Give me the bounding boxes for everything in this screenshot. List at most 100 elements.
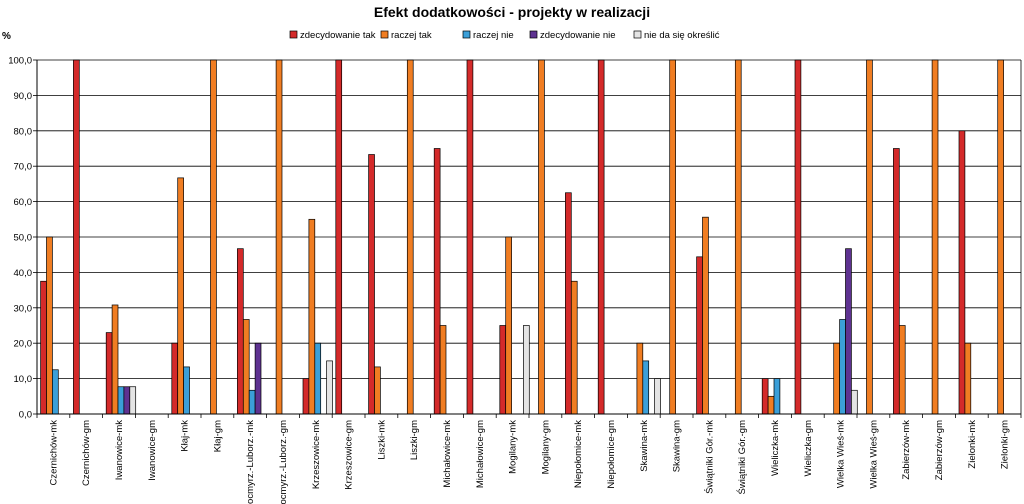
bar (210, 59, 217, 415)
bar (433, 148, 441, 415)
x-tick-label: Wieliczka-mk (770, 420, 781, 476)
bar (406, 59, 414, 415)
x-tick-label: Liszki-gm (409, 420, 420, 460)
x-tick-label: Świątniki Gór.-mk (703, 420, 715, 494)
y-tick-label: 80,0 (14, 126, 33, 137)
bar (248, 389, 256, 415)
bar (439, 325, 447, 415)
x-tick-label: Zielonki-gm (1000, 420, 1011, 469)
bar (538, 59, 545, 415)
y-tick-label: 0,0 (19, 410, 32, 421)
x-tick-label: Krzeszowice-mk (311, 420, 322, 489)
bar (183, 366, 190, 415)
bar (254, 342, 262, 415)
bar (761, 378, 769, 415)
bar (893, 148, 900, 415)
legend-swatch (633, 30, 642, 39)
x-tick-label: Zabierzów-gm (934, 420, 945, 480)
bar (105, 332, 113, 415)
legend-label: raczej tak (391, 30, 432, 41)
legend-label: zdecydowanie tak (300, 30, 376, 41)
bar (734, 59, 742, 415)
x-tick-label: Wielka Wieś-gm (868, 420, 879, 489)
x-tick-label: Świątniki Gór.-gm (736, 420, 748, 495)
y-tick-label: 20,0 (14, 339, 33, 350)
x-tick-label: Skawina-gm (672, 420, 683, 472)
bar (570, 280, 578, 415)
bar (177, 177, 184, 415)
x-tick-label: Michałowice-gm (475, 420, 486, 488)
bar (565, 192, 572, 415)
bar (851, 389, 858, 415)
legend-label: nie da się określić (644, 30, 720, 41)
x-tick-label: Michałowice-mk (442, 420, 453, 488)
y-tick-label: 30,0 (14, 303, 33, 314)
legend-swatch (529, 30, 538, 39)
bar (839, 319, 846, 415)
bar (866, 59, 873, 415)
legend-swatch (462, 30, 471, 39)
bar (123, 386, 131, 415)
legend: zdecydowanie tak raczej tak raczej nie zdec… (289, 30, 720, 41)
y-tick-label: 70,0 (14, 162, 33, 173)
bars (40, 59, 1004, 415)
bar (696, 256, 703, 415)
bar (308, 218, 316, 415)
x-tick-label: Czernichów-mk (48, 420, 59, 486)
bar (958, 130, 966, 415)
axes: 0,0 10,0 20,0 30,0 40,0 50,0 60,0 70,0 80,0 90,0 1… (8, 56, 1022, 504)
bar (931, 59, 939, 415)
y-tick-label: 90,0 (14, 91, 33, 102)
x-tick-label: Kłaj-mk (180, 420, 191, 452)
x-tick-label: Mogilany-gm (540, 420, 551, 474)
bar (374, 366, 381, 415)
x-tick-label: Wieliczka-gm (803, 420, 814, 477)
bar (794, 59, 802, 415)
bar (117, 386, 125, 415)
x-tick-label: Krzeszowice-gm (344, 420, 355, 490)
bar (845, 248, 852, 415)
bar (669, 59, 676, 415)
bar (597, 59, 605, 415)
bar (129, 386, 137, 415)
x-tick-label: Niepołomice-gm (606, 420, 617, 489)
y-tick-label: 40,0 (14, 268, 33, 279)
bar (237, 248, 244, 415)
x-tick-label: Czernichów-gm (81, 420, 92, 486)
bar (326, 360, 333, 415)
x-tick-label: Skawina-mk (639, 420, 650, 472)
bar (833, 342, 840, 415)
bar (302, 378, 310, 415)
bar (368, 154, 375, 415)
bar (702, 216, 709, 415)
bar (335, 59, 343, 415)
bar (46, 236, 53, 415)
bar (111, 304, 119, 415)
y-axis-label: % (2, 31, 11, 42)
bar (964, 342, 972, 415)
legend-label: zdecydowanie nie (540, 30, 616, 41)
x-tick-label: Liszki-mk (376, 420, 387, 460)
bar (636, 342, 644, 415)
x-tick-label: Mogilany-mk (508, 420, 519, 474)
x-tick-label: Niepołomice-mk (573, 420, 584, 488)
legend-label: raczej nie (473, 30, 514, 41)
bar (171, 342, 179, 415)
legend-swatch (289, 30, 298, 39)
bar (466, 59, 474, 415)
y-tick-label: 50,0 (14, 233, 33, 244)
x-tick-label: Kocmyrz.-Luborz.-mk (245, 420, 256, 504)
x-tick-label: Wielka Wieś-mk (836, 420, 847, 488)
x-tick-label: Zabierzów-mk (901, 420, 912, 480)
chart-title: Efekt dodatkowości - projekty w realizac… (374, 4, 650, 20)
y-tick-label: 60,0 (14, 197, 33, 208)
bar (654, 378, 661, 415)
bar (773, 378, 781, 415)
bar (40, 280, 47, 415)
y-tick-label: 10,0 (14, 374, 33, 385)
bar (523, 325, 530, 415)
bar (275, 59, 283, 415)
x-tick-label: Kłaj-gm (212, 420, 223, 452)
